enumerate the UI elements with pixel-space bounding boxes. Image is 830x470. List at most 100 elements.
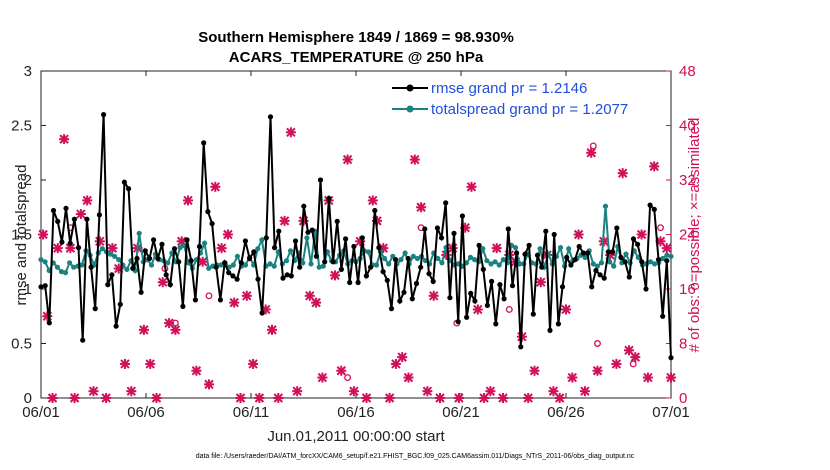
rmse-point (317, 177, 324, 183)
obs-possible-marker (171, 319, 179, 327)
rmse-point (497, 282, 503, 288)
chart-title-line2: ACARS_TEMPERATURE @ 250 hPa (229, 49, 484, 66)
rmse-point (242, 238, 248, 244)
obs-assimilated-marker (285, 127, 296, 138)
totalspread-point (668, 253, 674, 259)
rmse-point (438, 235, 445, 241)
obs-assimilated-marker (661, 243, 672, 254)
obs-assimilated-marker (535, 277, 546, 288)
obs-assimilated-marker (342, 154, 353, 165)
obs-assimilated-marker (336, 365, 347, 376)
rmse-point (42, 283, 48, 289)
obs-assimilated-marker (361, 393, 372, 403)
obs-assimilated-marker (52, 243, 63, 254)
obs-assimilated-marker (279, 215, 290, 226)
obs-assimilated-marker (498, 393, 508, 403)
obs-assimilated-marker (611, 358, 622, 369)
rmse-point (660, 313, 666, 319)
obs-assimilated-marker (485, 386, 496, 397)
rmse-point (505, 226, 511, 232)
rmse-point (568, 262, 574, 268)
obs-assimilated-marker (435, 393, 445, 403)
obs-assimilated-marker (472, 304, 483, 315)
obs-assimilated-marker (649, 161, 660, 172)
y-right-tick-label: 24 (679, 227, 696, 244)
totalspread-point (647, 259, 654, 265)
totalspread-point (484, 258, 490, 264)
y-tick-label: 1.5 (11, 227, 32, 244)
totalspread-point (402, 250, 408, 256)
rmse-point (518, 344, 524, 350)
totalspread-point (492, 259, 498, 265)
y-tick-label: 2.5 (11, 118, 32, 135)
rmse-point (251, 249, 257, 255)
obs-assimilated-marker (88, 386, 99, 397)
rmse-point (192, 297, 198, 303)
obs-possible-marker (594, 340, 601, 347)
legend-spread-marker (406, 105, 414, 113)
rmse-point (539, 264, 545, 270)
totalspread-point (386, 261, 392, 267)
totalspread-point (660, 255, 666, 262)
totalspread-point (623, 251, 629, 257)
rmse-point (46, 320, 52, 326)
rmse-point (280, 275, 286, 281)
obs-possible-marker (589, 142, 597, 150)
rmse-point (635, 241, 641, 247)
totalspread-point (537, 246, 543, 252)
obs-assimilated-marker (204, 379, 214, 390)
rmse-point (447, 295, 453, 301)
rmse-point (171, 246, 178, 252)
rmse-point (655, 257, 662, 263)
totalspread-point (594, 263, 601, 269)
totalspread-point (488, 261, 494, 267)
totalspread-point (181, 242, 187, 248)
rmse-point (585, 250, 591, 256)
totalspread-point (607, 259, 613, 265)
totalspread-point (267, 261, 273, 267)
obs-possible-marker (344, 374, 352, 382)
totalspread-point (112, 253, 118, 259)
rmse-point (301, 203, 307, 209)
rmse-point (614, 225, 620, 231)
obs-assimilated-marker (59, 134, 70, 145)
rmse-point (639, 259, 645, 265)
obs-assimilated-marker (69, 393, 80, 403)
rmse-point (572, 257, 578, 263)
rmse-point (472, 298, 478, 304)
y-right-tick-label: 32 (679, 172, 696, 189)
obs-possible-marker (657, 224, 664, 232)
legend-rmse-marker (406, 84, 414, 92)
rmse-point (55, 218, 61, 224)
rmse-point (267, 114, 274, 120)
totalspread-point (664, 252, 670, 258)
rmse-point (601, 275, 607, 281)
totalspread-point (435, 255, 441, 262)
totalspread-point (242, 262, 249, 268)
x-tick-label: 06/06 (127, 404, 165, 421)
rmse-point (564, 254, 570, 260)
obs-possible-marker (205, 292, 213, 300)
rmse-point (664, 258, 670, 264)
rmse-point (372, 207, 378, 214)
totalspread-point (496, 262, 502, 268)
totalspread-point (652, 261, 658, 267)
rmse-point (413, 280, 420, 287)
rmse-point (543, 228, 549, 234)
x-tick-label: 06/21 (442, 404, 480, 421)
totalspread-point (71, 264, 77, 270)
totalspread-point (230, 262, 236, 268)
rmse-point (205, 209, 211, 215)
rmse-point (255, 276, 261, 282)
rmse-point (75, 245, 82, 251)
rmse-point (605, 249, 612, 255)
rmse-point (159, 241, 165, 247)
rmse-point (493, 321, 499, 327)
rmse-point (455, 319, 461, 325)
rmse-point (576, 243, 582, 250)
obs-assimilated-marker (191, 365, 202, 376)
totalspread-point (259, 237, 265, 243)
obs-assimilated-marker (47, 393, 58, 403)
rmse-point (484, 302, 490, 308)
obs-assimilated-marker (422, 386, 433, 397)
